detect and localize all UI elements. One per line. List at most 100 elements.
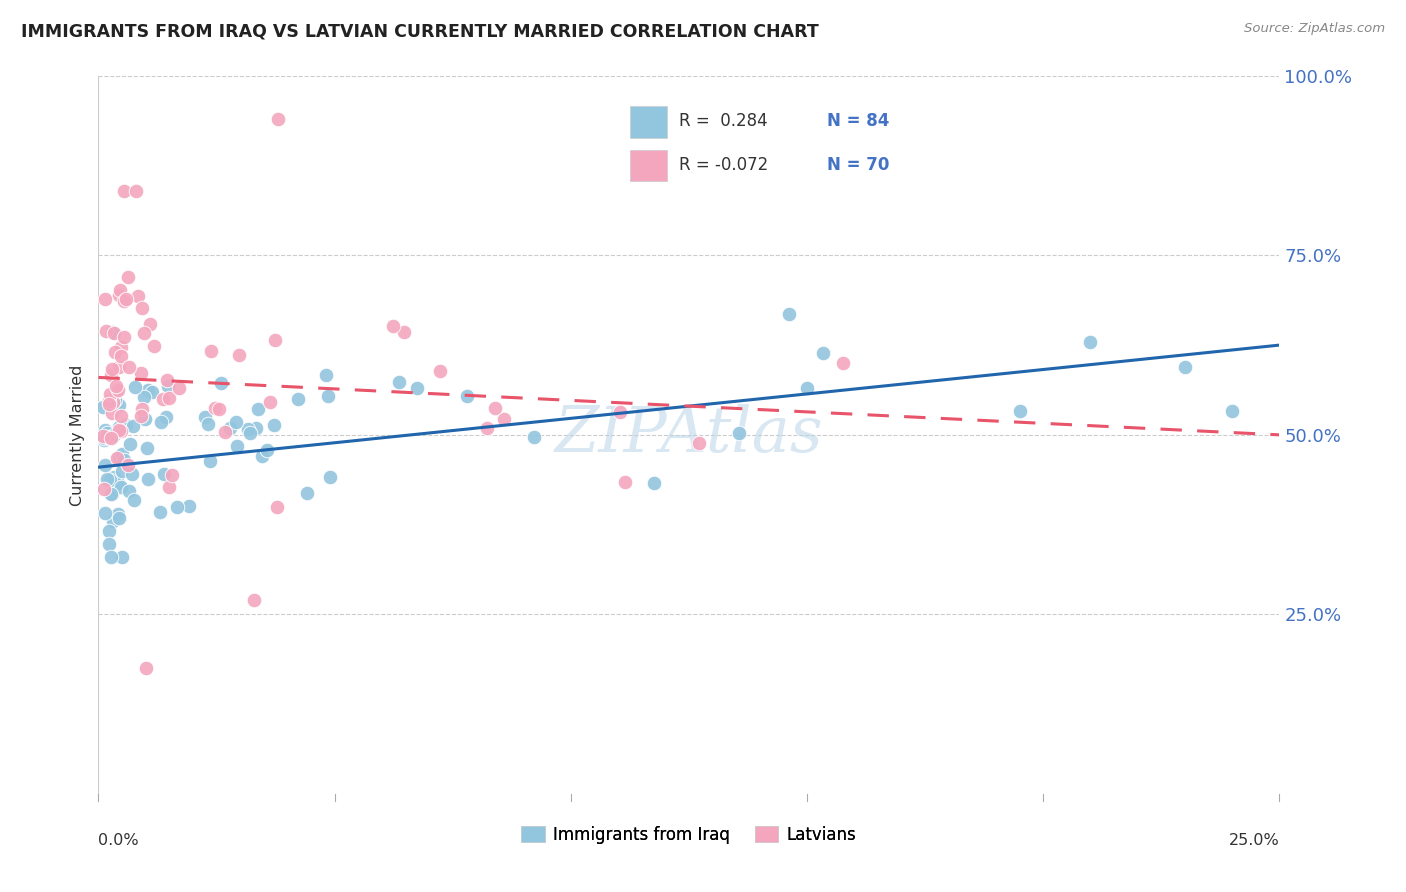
Point xyxy=(155,409,177,424)
Point xyxy=(93,431,115,445)
Point xyxy=(131,401,153,416)
Point xyxy=(101,514,124,528)
Point xyxy=(107,398,129,412)
Point xyxy=(228,348,250,362)
Point xyxy=(104,378,127,392)
Point xyxy=(124,379,146,393)
Point xyxy=(226,438,249,452)
Point xyxy=(214,425,236,439)
Point xyxy=(263,418,285,433)
Point xyxy=(613,475,636,490)
Point xyxy=(112,294,135,309)
Point xyxy=(132,390,155,404)
Point xyxy=(112,453,135,467)
Point xyxy=(94,506,117,520)
Point xyxy=(103,326,125,340)
Point xyxy=(319,470,342,484)
Point xyxy=(136,383,159,397)
Point xyxy=(484,401,506,416)
Point xyxy=(129,409,152,423)
Point xyxy=(122,493,145,508)
Point xyxy=(110,409,132,423)
Point xyxy=(96,472,118,486)
Point xyxy=(127,289,149,303)
Point xyxy=(247,401,270,416)
Point xyxy=(156,378,179,392)
Point xyxy=(104,344,127,359)
Point xyxy=(104,384,127,399)
Point xyxy=(100,487,122,501)
Point xyxy=(136,472,159,486)
Point xyxy=(160,467,183,482)
Point xyxy=(239,426,262,441)
Point xyxy=(111,464,134,478)
Point xyxy=(97,537,120,551)
Point xyxy=(108,288,131,302)
Text: IMMIGRANTS FROM IRAQ VS LATVIAN CURRENTLY MARRIED CORRELATION CHART: IMMIGRANTS FROM IRAQ VS LATVIAN CURRENTL… xyxy=(21,22,818,40)
Point xyxy=(93,428,115,442)
Point xyxy=(245,421,267,435)
Point xyxy=(94,292,117,306)
Point xyxy=(523,429,546,443)
Point xyxy=(107,475,129,490)
Point xyxy=(112,329,135,343)
Point xyxy=(101,487,124,501)
Point xyxy=(297,486,319,500)
Point xyxy=(103,470,125,484)
Point xyxy=(101,406,124,420)
Point xyxy=(219,420,242,434)
Point xyxy=(394,325,416,339)
Point xyxy=(456,389,478,403)
Text: 25.0%: 25.0% xyxy=(1229,833,1279,848)
Point xyxy=(107,383,129,397)
Point xyxy=(107,419,129,434)
Point xyxy=(122,418,145,433)
Text: ZIPAtlas: ZIPAtlas xyxy=(554,404,824,466)
Point xyxy=(101,325,124,339)
Point xyxy=(149,504,172,518)
Point xyxy=(107,450,129,464)
Point xyxy=(318,389,340,403)
Point xyxy=(209,376,232,390)
Point xyxy=(129,366,152,380)
Point xyxy=(107,511,129,525)
Point xyxy=(100,549,122,564)
Point xyxy=(108,283,131,297)
Point xyxy=(643,476,665,491)
Point xyxy=(429,364,451,378)
Point xyxy=(198,454,221,468)
Point xyxy=(287,392,309,406)
Point xyxy=(157,391,180,405)
Point xyxy=(250,450,273,464)
Point xyxy=(150,415,173,429)
Point xyxy=(204,401,226,416)
Point xyxy=(153,467,176,482)
Point xyxy=(107,423,129,437)
Point xyxy=(98,474,121,488)
Point xyxy=(141,385,163,400)
Point xyxy=(1174,359,1197,374)
Point xyxy=(813,346,835,360)
Y-axis label: Currently Married: Currently Married xyxy=(70,364,86,506)
Point xyxy=(101,362,124,376)
Point xyxy=(112,184,135,198)
Point xyxy=(1080,334,1102,349)
Point xyxy=(225,415,247,429)
Point xyxy=(118,483,141,498)
Point xyxy=(98,387,121,401)
Point xyxy=(94,458,117,472)
Text: Source: ZipAtlas.com: Source: ZipAtlas.com xyxy=(1244,22,1385,36)
Point xyxy=(100,368,122,383)
Point xyxy=(105,451,128,466)
Point xyxy=(266,500,288,514)
Point xyxy=(132,326,155,340)
Point xyxy=(831,356,853,370)
Text: 0.0%: 0.0% xyxy=(98,833,139,848)
Point xyxy=(263,333,285,347)
Point xyxy=(152,392,174,407)
Point xyxy=(91,400,114,414)
Point xyxy=(238,422,260,436)
Point xyxy=(118,359,141,374)
Point xyxy=(110,549,132,564)
Point xyxy=(135,661,157,675)
